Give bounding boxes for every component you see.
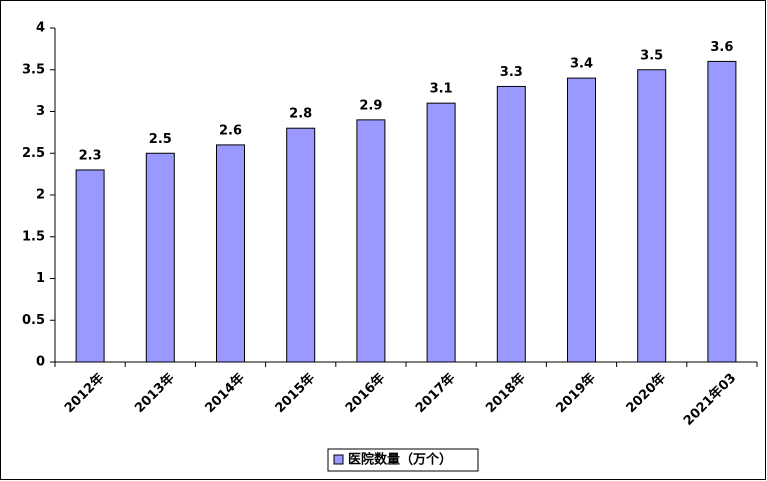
bar [356, 119, 386, 363]
y-tick-label: 3.5 [22, 62, 45, 77]
y-tick-label: 0.5 [22, 313, 45, 328]
data-label: 3.4 [570, 57, 593, 72]
data-label: 2.8 [289, 107, 312, 122]
bar [426, 102, 456, 363]
bar [286, 127, 316, 363]
bar [567, 77, 596, 363]
data-label: 2.9 [359, 98, 382, 113]
y-tick-label: 1.5 [22, 229, 45, 244]
y-tick-label: 1 [36, 271, 45, 286]
data-label: 2.6 [219, 123, 242, 138]
data-label: 3.3 [500, 65, 523, 80]
bar [145, 152, 175, 363]
legend-label: 医院数量（万个） [348, 452, 452, 468]
bar [216, 144, 245, 363]
y-tick-label: 3 [36, 104, 45, 119]
bar [75, 169, 105, 363]
bar [637, 69, 667, 363]
data-label: 2.5 [149, 132, 172, 147]
legend: 医院数量（万个） [327, 448, 479, 472]
legend-swatch [333, 454, 344, 465]
data-label: 3.6 [710, 40, 733, 55]
y-tick-label: 2.5 [22, 146, 45, 161]
bar [707, 60, 737, 363]
y-tick-label: 4 [36, 21, 45, 36]
data-label: 3.5 [640, 48, 663, 63]
legend-box [327, 448, 479, 472]
data-label: 2.3 [79, 148, 102, 163]
bar [496, 85, 526, 363]
y-tick-label: 0 [36, 355, 45, 370]
y-tick-label: 2 [36, 188, 45, 203]
data-label: 3.1 [430, 82, 453, 97]
